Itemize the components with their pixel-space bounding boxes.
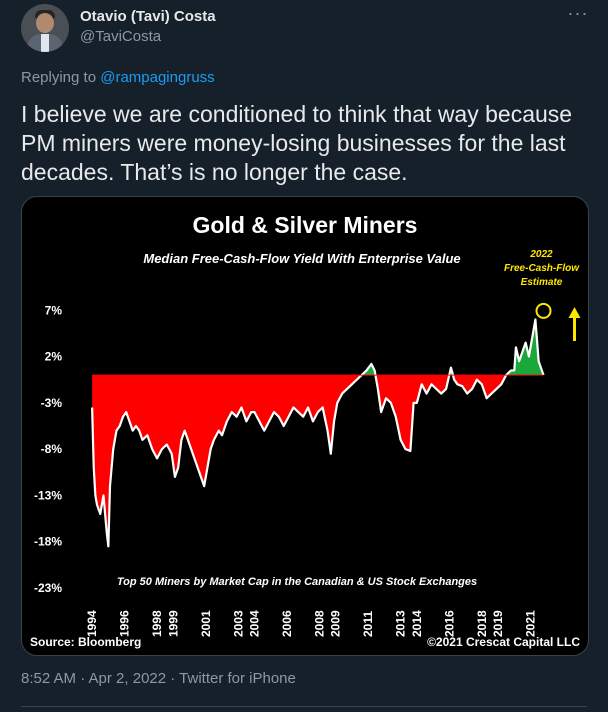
x-tick-label: 1994 — [85, 610, 99, 637]
y-tick-label: -3% — [41, 396, 63, 410]
x-tick-label: 2019 — [491, 610, 505, 637]
chart-inner-note: Top 50 Miners by Market Cap in the Canad… — [117, 576, 477, 588]
x-tick-label: 2013 — [394, 610, 408, 637]
chart-title: Gold & Silver Miners — [193, 212, 418, 238]
divider — [21, 706, 587, 707]
x-axis: 1994 1996 1998 1999 2001 2003 2004 2006 2008 2009… — [85, 610, 537, 637]
chart-svg: Gold & Silver Miners Median Free-Cash-Fl… — [30, 212, 581, 649]
up-arrow-head-icon — [568, 307, 581, 318]
tweet-media-chart[interactable]: Gold & Silver Miners Median Free-Cash-Fl… — [21, 196, 589, 656]
estimate-circle — [535, 302, 552, 319]
x-tick-label: 2009 — [329, 610, 343, 637]
replying-prefix: Replying to — [21, 69, 101, 86]
x-tick-label: 1996 — [118, 610, 132, 637]
x-tick-label: 2006 — [280, 610, 294, 637]
x-tick-label: 2003 — [231, 610, 245, 637]
negative-area — [92, 375, 544, 547]
x-tick-label: 1998 — [150, 610, 164, 637]
estimate-annotation: 2022 Free-Cash-Flow Estimate — [504, 249, 581, 341]
x-tick-label: 1999 — [166, 610, 180, 637]
x-tick-label: 2021 — [524, 610, 538, 637]
avatar-shirt — [41, 34, 49, 52]
x-tick-label: 2014 — [410, 610, 424, 637]
author-handle[interactable]: @TaviCosta — [80, 28, 162, 45]
y-tick-label: 7% — [45, 303, 63, 317]
avatar-head — [36, 13, 54, 33]
estimate-label-line: Free-Cash-Flow — [504, 263, 580, 274]
series-line — [91, 318, 545, 548]
author-name[interactable]: Otavio (Tavi) Costa — [80, 8, 216, 25]
replying-to-line: Replying to @rampagingruss — [21, 69, 215, 86]
y-tick-label: -8% — [41, 442, 63, 456]
chart-copyright: ©2021 Crescat Capital LLC — [427, 635, 580, 649]
x-tick-label: 2018 — [475, 610, 489, 637]
author-avatar[interactable] — [21, 4, 69, 52]
estimate-label-line: Estimate — [521, 277, 563, 288]
replying-to-link[interactable]: @rampagingruss — [100, 69, 215, 86]
chart-subtitle: Median Free-Cash-Flow Yield With Enterpr… — [143, 251, 460, 266]
x-tick-label: 2011 — [361, 611, 375, 637]
x-tick-label: 2001 — [199, 610, 213, 637]
tweet-text: I believe we are conditioned to think th… — [21, 101, 573, 185]
y-tick-label: -18% — [34, 535, 62, 549]
more-horizontal-icon[interactable]: ··· — [567, 3, 589, 23]
chart-source: Source: Bloomberg — [30, 635, 141, 649]
x-tick-label: 2004 — [247, 610, 261, 637]
tweet-timestamp[interactable]: 8:52 AM · Apr 2, 2022 · Twitter for iPho… — [21, 670, 296, 687]
positive-area — [361, 319, 544, 376]
x-tick-label: 2016 — [442, 610, 456, 637]
y-tick-label: -23% — [34, 581, 62, 595]
estimate-label-line: 2022 — [529, 249, 553, 260]
y-tick-label: -13% — [34, 488, 62, 502]
y-axis: 7% 2% -3% -8% -13% -18% -23% — [34, 303, 62, 595]
chart-series — [91, 318, 545, 548]
y-tick-label: 2% — [45, 350, 63, 364]
x-tick-label: 2008 — [312, 610, 326, 637]
